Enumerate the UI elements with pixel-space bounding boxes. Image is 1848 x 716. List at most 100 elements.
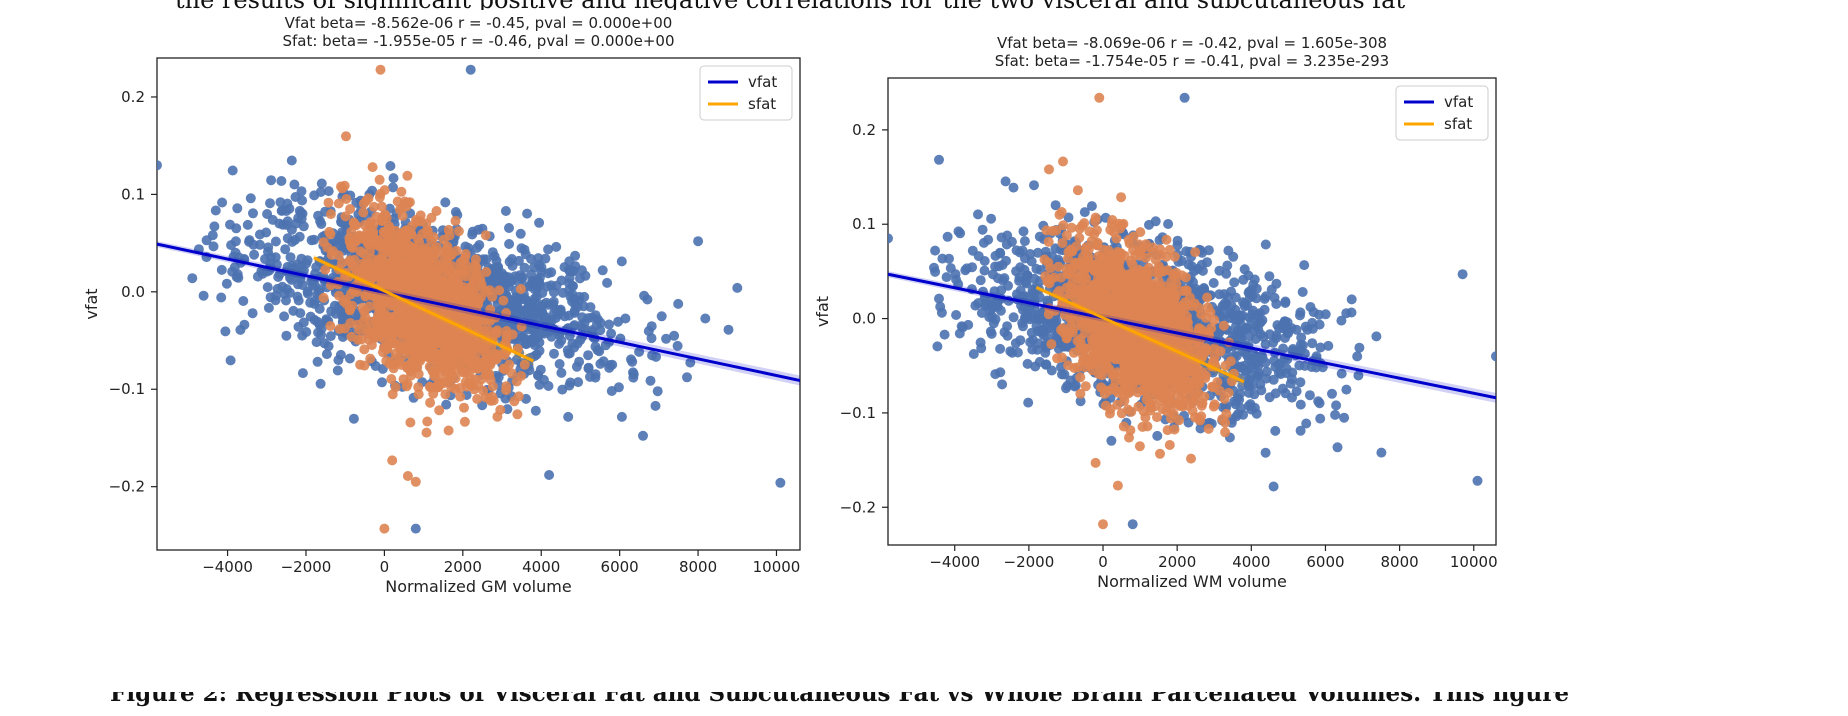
data-point	[428, 232, 439, 243]
data-point	[563, 411, 574, 422]
data-point	[986, 213, 997, 224]
data-point	[500, 393, 511, 404]
data-point	[555, 304, 566, 315]
data-point	[661, 333, 672, 344]
data-point	[1014, 272, 1025, 283]
data-point	[295, 308, 306, 319]
data-point	[359, 233, 370, 244]
data-point	[1046, 365, 1057, 376]
series-vfat-points	[888, 92, 1496, 530]
data-point	[1314, 319, 1325, 330]
data-point	[356, 259, 367, 269]
data-point	[1022, 358, 1033, 369]
data-point	[515, 228, 526, 239]
data-point	[209, 221, 220, 232]
data-point	[530, 405, 541, 416]
data-point	[527, 334, 537, 345]
data-point	[472, 242, 482, 253]
data-point	[511, 376, 522, 387]
data-point	[506, 368, 517, 379]
data-point	[672, 340, 683, 351]
data-point	[358, 207, 369, 218]
data-point	[411, 333, 422, 344]
x-tick-label: 2000	[444, 558, 482, 576]
data-point	[1190, 247, 1201, 258]
data-point	[1264, 392, 1275, 403]
data-point	[385, 294, 396, 305]
data-point	[280, 244, 291, 255]
chart-title-line: Vfat beta= -8.069e-06 r = -0.42, pval = …	[997, 34, 1387, 52]
data-point	[398, 374, 409, 385]
data-point	[700, 313, 711, 324]
data-point-outlier	[544, 470, 555, 480]
data-point	[564, 273, 575, 284]
data-point	[326, 306, 337, 317]
data-point	[628, 372, 639, 383]
data-point	[276, 176, 287, 186]
data-point	[1061, 383, 1071, 394]
data-point	[1058, 156, 1068, 167]
data-point	[281, 284, 292, 295]
data-point	[1261, 291, 1271, 302]
data-point	[504, 223, 514, 233]
data-point	[480, 364, 491, 374]
data-point	[1288, 344, 1298, 354]
data-point	[344, 304, 355, 315]
data-point-outlier	[402, 471, 413, 481]
data-point	[340, 211, 351, 222]
y-tick-label: 0.2	[852, 121, 876, 139]
data-point	[1299, 260, 1310, 271]
plot-area	[157, 64, 800, 534]
data-point	[685, 357, 696, 368]
data-point	[1317, 362, 1328, 373]
data-point	[359, 360, 370, 371]
data-point-outlier	[1179, 92, 1190, 103]
data-point	[510, 292, 521, 303]
legend-label-vfat: vfat	[748, 73, 777, 91]
data-point	[450, 215, 461, 226]
data-point	[318, 237, 329, 248]
data-point	[967, 262, 978, 273]
data-point	[1030, 282, 1041, 293]
data-point	[930, 245, 941, 256]
data-point	[388, 173, 399, 184]
data-point	[326, 249, 337, 260]
data-point	[1235, 403, 1246, 414]
data-point	[941, 272, 952, 283]
data-point	[397, 237, 408, 248]
data-point	[995, 343, 1006, 354]
data-point	[385, 161, 396, 171]
data-point	[390, 382, 401, 393]
data-point	[1008, 182, 1019, 193]
data-point	[325, 229, 336, 240]
x-tick-label: 10000	[1450, 553, 1498, 571]
data-point	[309, 190, 320, 201]
data-point	[1238, 274, 1249, 285]
data-point	[387, 245, 398, 256]
data-point	[387, 334, 398, 345]
data-point	[1249, 325, 1260, 336]
data-point	[406, 370, 416, 381]
data-point	[682, 372, 692, 383]
data-point	[429, 371, 440, 382]
data-point	[325, 321, 336, 331]
data-point	[1354, 342, 1365, 353]
data-point	[266, 175, 277, 186]
data-point	[646, 333, 657, 344]
data-point	[261, 227, 272, 238]
data-point	[421, 427, 432, 438]
data-point	[338, 296, 349, 307]
data-point	[1295, 339, 1306, 350]
data-point	[983, 234, 994, 245]
data-point	[1376, 447, 1387, 458]
data-point	[990, 261, 1001, 272]
data-point	[198, 290, 209, 301]
data-point	[455, 263, 466, 274]
data-point	[976, 308, 987, 318]
data-point	[540, 253, 551, 264]
data-point	[344, 353, 355, 364]
data-point	[373, 302, 383, 313]
data-point	[325, 331, 336, 342]
data-point	[297, 368, 308, 379]
x-tick-label: 0	[1098, 553, 1108, 571]
